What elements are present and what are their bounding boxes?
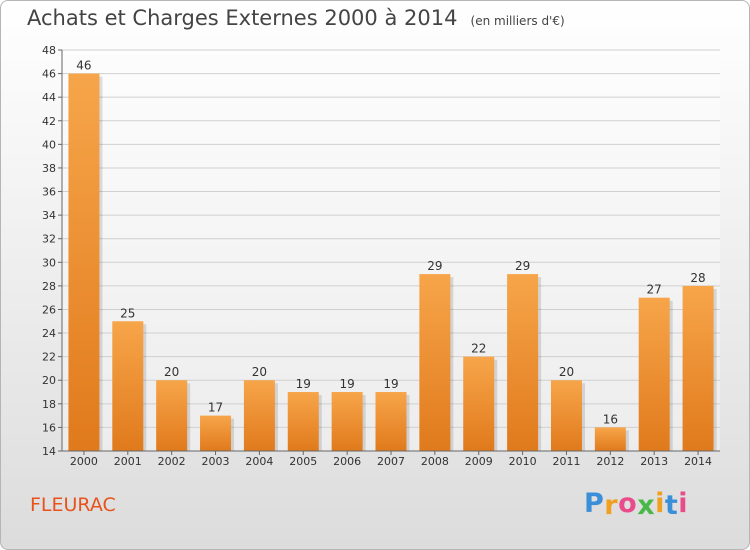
data-label: 19: [383, 377, 398, 391]
bar: [200, 415, 232, 451]
x-tick-label: 2006: [333, 455, 361, 468]
data-label: 19: [339, 377, 354, 391]
x-tick-label: 2008: [421, 455, 449, 468]
data-label: 17: [208, 401, 223, 415]
bar: [682, 285, 714, 451]
logo-letter: i: [678, 488, 689, 519]
data-label: 20: [164, 365, 179, 379]
logo-letter: x: [637, 490, 656, 521]
logo-letter: o: [618, 488, 638, 519]
y-tick-label: 44: [42, 91, 56, 104]
y-tick-label: 20: [42, 374, 56, 387]
bar: [507, 274, 539, 451]
bar: [156, 380, 188, 451]
y-tick-label: 40: [42, 138, 56, 151]
data-label: 46: [76, 59, 91, 73]
logo-letter: t: [664, 490, 679, 521]
x-tick-label: 2003: [202, 455, 230, 468]
y-tick-label: 14: [42, 445, 56, 458]
data-label: 20: [252, 365, 267, 379]
bar: [419, 274, 451, 451]
y-tick-label: 16: [42, 421, 56, 434]
y-tick-label: 22: [42, 351, 56, 364]
x-tick-label: 2012: [596, 455, 624, 468]
y-tick-label: 18: [42, 398, 56, 411]
bar: [68, 73, 100, 452]
data-label: 25: [120, 306, 135, 320]
x-tick-label: 2011: [552, 455, 580, 468]
x-tick-label: 2014: [684, 455, 712, 468]
data-label: 29: [427, 259, 442, 273]
y-tick-label: 34: [42, 209, 56, 222]
axes: 14 16 18 20 22 24 26 28 30 32 34 36 38 40 42 44 46 48 2000…: [42, 44, 720, 468]
y-tick-label: 38: [42, 162, 56, 175]
bar: [287, 392, 319, 451]
chart-unit-text: (en milliers d'€): [470, 14, 565, 28]
x-tick-label: 2000: [70, 455, 98, 468]
data-label: 19: [296, 377, 311, 391]
y-tick-label: 30: [42, 256, 56, 269]
data-label: 20: [559, 365, 574, 379]
x-tick-label: 2001: [114, 455, 142, 468]
chart-title-text: Achats et Charges Externes 2000 à 2014: [27, 6, 458, 30]
x-tick-label: 2005: [289, 455, 317, 468]
y-tick-label: 26: [42, 303, 56, 316]
y-tick-label: 24: [42, 327, 56, 340]
y-tick-label: 48: [42, 44, 56, 57]
bar: [594, 427, 626, 451]
bar: [638, 297, 670, 451]
bar: [550, 380, 582, 451]
x-tick-label: 2010: [509, 455, 537, 468]
bars: 46 25 20 17 20 19 19 19 29 22 29 20 16 27 28: [68, 59, 717, 452]
data-label: 28: [690, 271, 705, 285]
logo-letter: P: [584, 488, 605, 519]
chart-title: Achats et Charges Externes 2000 à 2014 (…: [27, 6, 565, 30]
data-label: 27: [647, 283, 662, 297]
bar: [375, 392, 407, 451]
y-tick-label: 46: [42, 68, 56, 81]
data-label: 22: [471, 342, 486, 356]
x-tick-label: 2002: [158, 455, 186, 468]
x-tick-label: 2009: [465, 455, 493, 468]
bar: [112, 321, 144, 451]
y-tick-label: 32: [42, 233, 56, 246]
y-tick-label: 28: [42, 280, 56, 293]
data-label: 16: [603, 412, 618, 426]
y-tick-label: 36: [42, 186, 56, 199]
logo-letter: r: [604, 490, 619, 521]
bar: [463, 356, 495, 451]
x-tick-label: 2004: [245, 455, 273, 468]
proxiti-logo[interactable]: Proxiti: [584, 488, 689, 521]
x-tick-label: 2007: [377, 455, 405, 468]
x-tick-label: 2013: [640, 455, 668, 468]
city-name: FLEURAC: [30, 494, 116, 516]
bar: [243, 380, 275, 451]
y-tick-label: 42: [42, 115, 56, 128]
data-label: 29: [515, 259, 530, 273]
bar: [331, 392, 363, 451]
logo-letter: i: [655, 488, 665, 519]
